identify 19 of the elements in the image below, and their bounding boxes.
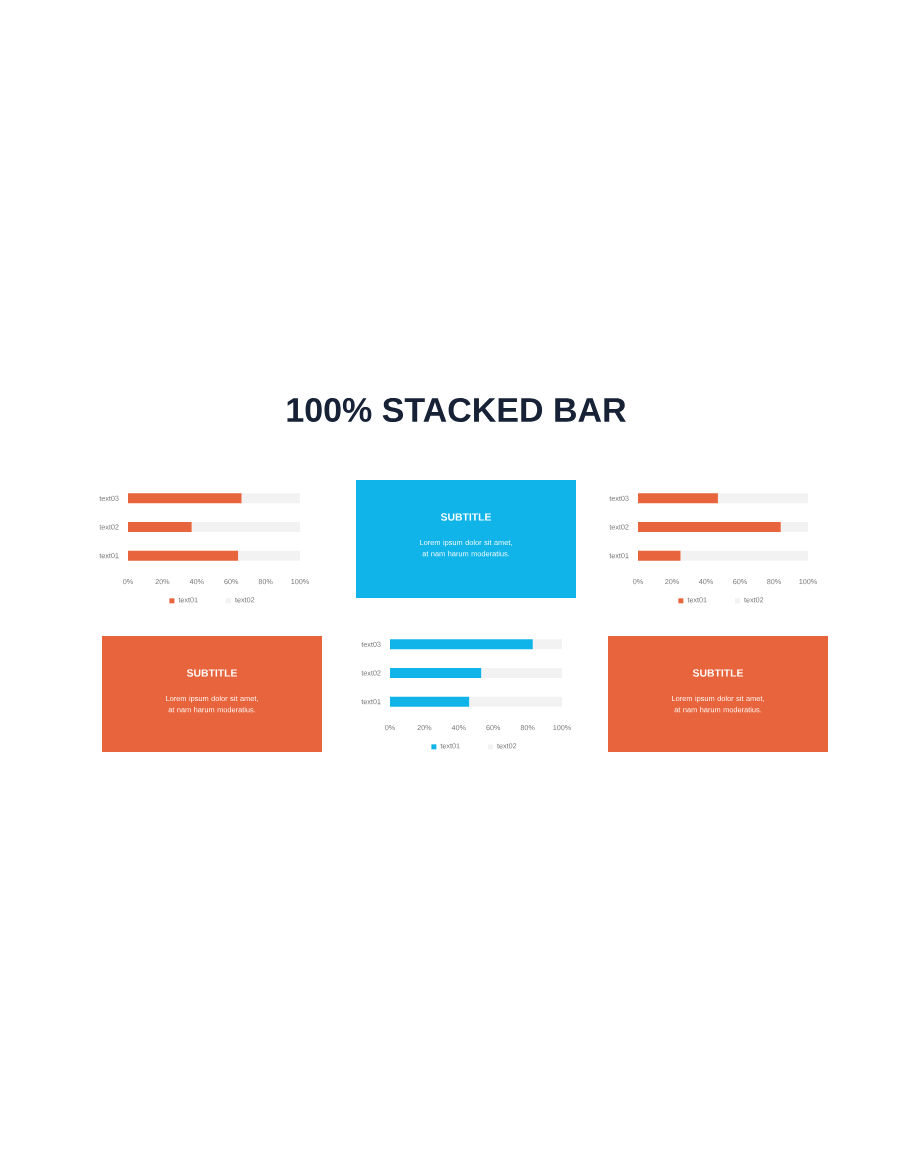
bar bbox=[128, 550, 239, 561]
bar bbox=[717, 493, 808, 504]
bar bbox=[780, 521, 808, 532]
bar bbox=[638, 550, 681, 561]
bar bbox=[390, 696, 470, 707]
bar bbox=[481, 667, 562, 678]
bar bbox=[128, 493, 242, 504]
bar bbox=[128, 521, 192, 532]
bar bbox=[680, 550, 808, 561]
text: 100% STACKED BAR bbox=[287, 397, 626, 423]
bar bbox=[532, 639, 562, 650]
bar bbox=[241, 493, 300, 504]
bar bbox=[390, 639, 533, 650]
bar bbox=[638, 521, 781, 532]
bar bbox=[191, 521, 300, 532]
bar bbox=[469, 696, 562, 707]
bar bbox=[238, 550, 300, 561]
bar bbox=[390, 667, 482, 678]
bar bbox=[638, 493, 718, 504]
